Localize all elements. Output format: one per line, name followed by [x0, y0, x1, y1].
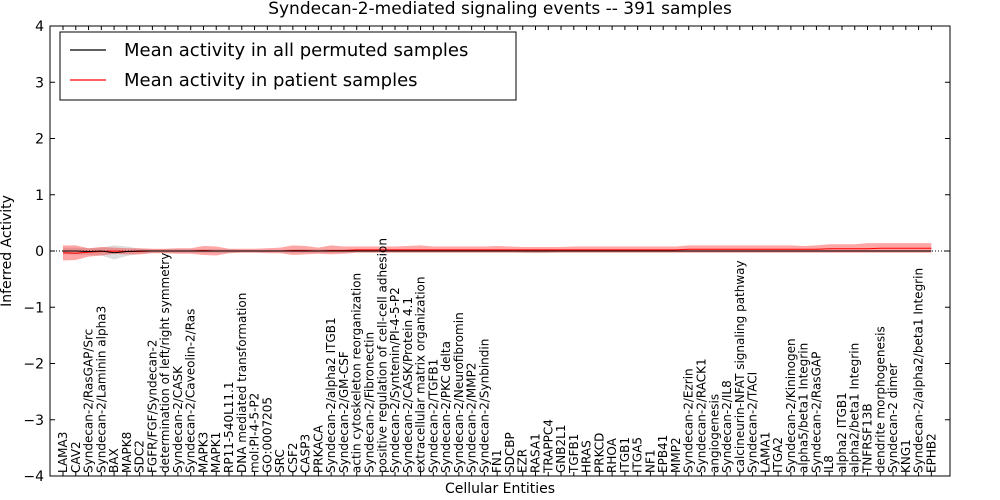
- x-category-label: SDC2: [133, 440, 147, 473]
- x-category-label: positive regulation of cell-cell adhesio…: [375, 238, 389, 473]
- x-category-label: PRKACA: [311, 424, 325, 473]
- x-category-label: CSF2: [286, 442, 300, 473]
- y-axis: 4 3 2 1 0 −1 −2 −3 −4: [23, 19, 950, 485]
- y-tick-label: 4: [35, 19, 44, 35]
- x-axis-label: Cellular Entities: [445, 481, 555, 497]
- y-tick-label: −4: [23, 469, 44, 485]
- x-category-label: Syndecan-2/Laminin alpha3: [94, 306, 108, 473]
- legend-box: [59, 31, 517, 101]
- legend-label-permuted: Mean activity in all permuted samples: [124, 40, 468, 61]
- x-category-label: angiogenesis: [707, 394, 721, 473]
- x-category-label: LAMA1: [758, 432, 772, 473]
- x-category-label: KNG1: [899, 439, 913, 473]
- x-category-label: Syndecan-2/PKC delta: [439, 341, 453, 473]
- x-category-label: Syndecan-2/Synbindin: [477, 339, 491, 473]
- x-category-label: RP11-540L11.1: [222, 382, 236, 473]
- x-category-label: extracellular matrix organization: [414, 277, 428, 474]
- x-category-label: BAX: [107, 448, 121, 473]
- x-category-label: Syndecan-2/CASK/Protein 4.1: [401, 297, 415, 473]
- x-axis: LAMA3CAV2Syndecan-2/RasGAP/SrcSyndecan-2…: [56, 26, 938, 476]
- x-category-label: Syndecan-2/TACI: [746, 372, 760, 473]
- x-category-label: Syndecan-2 dimer: [886, 363, 900, 473]
- y-tick-label: 0: [35, 244, 44, 260]
- x-category-label: Syndecan-2/Kininogen: [784, 338, 798, 473]
- x-category-label: PRKCD: [592, 433, 606, 473]
- x-category-label: NF1: [643, 449, 657, 473]
- x-category-label: EPHB2: [924, 433, 938, 473]
- x-category-label: Syndecan-2/alpha2 ITGB1: [324, 317, 338, 473]
- x-category-label: TNFRSF13B: [861, 403, 875, 474]
- y-tick-label: −1: [23, 300, 44, 316]
- x-category-label: alpha2 ITGB1: [835, 392, 849, 473]
- x-category-label: Syndecan-2/Caveolin-2/Ras: [184, 309, 198, 473]
- x-category-label: Syndecan-2/RasGAP: [809, 352, 823, 473]
- y-tick-label: 1: [35, 188, 44, 204]
- x-category-label: Syndecan-2/Syntenin/PI-4-5-P2: [388, 287, 402, 473]
- x-category-label: TGFB1: [567, 434, 581, 474]
- x-category-label: MAPK1: [209, 432, 223, 473]
- legend-label-patient: Mean activity in patient samples: [124, 70, 418, 91]
- x-category-label: Syndecan-2/RasGAP/Src: [82, 329, 96, 473]
- x-category-label: Syndecan-2/Neurofibromin: [452, 312, 466, 473]
- legend: Mean activity in all permuted samples Me…: [59, 31, 517, 101]
- x-category-label: CASP3: [299, 434, 313, 473]
- x-category-label: dendrite morphogenesis: [873, 326, 887, 473]
- x-category-label: MAPK8: [120, 432, 134, 473]
- y-tick-label: 3: [35, 75, 44, 91]
- x-category-label: Syndecan-2/IL8: [720, 380, 734, 473]
- x-category-label: alpha2/beta1 Integrin: [848, 343, 862, 473]
- x-category-label: SDCBP: [503, 432, 517, 473]
- x-category-label: actin cytoskeleton reorganization: [350, 273, 364, 473]
- x-category-label: FGFR/FGF/Syndecan-2: [145, 340, 159, 473]
- chart-title: Syndecan-2-mediated signaling events -- …: [268, 0, 732, 19]
- x-category-label: GNB2L1: [554, 425, 568, 473]
- x-category-label: calcineurin-NFAT signaling pathway: [733, 260, 747, 473]
- band-patient: [63, 243, 932, 261]
- x-category-label: alpha5/beta1 Integrin: [797, 343, 811, 473]
- x-category-label: Syndecan-2/MMP2: [465, 363, 479, 473]
- series-lines: [62, 247, 932, 254]
- x-category-label: Syndecan-2/GM-CSF: [337, 351, 351, 473]
- x-category-label: determination of left/right symmetry: [158, 253, 172, 473]
- x-category-label: FN1: [490, 449, 504, 473]
- x-category-label: MAPK3: [196, 432, 210, 473]
- x-category-label: Syndecan-2/alpha2/beta1 Integrin: [912, 268, 926, 473]
- x-category-label: DNA mediated transformation: [235, 293, 249, 473]
- x-category-label: ITGA5: [631, 437, 645, 473]
- y-axis-label: Inferred Activity: [0, 195, 15, 307]
- y-tick-label: −2: [23, 357, 44, 373]
- x-category-label: Syndecan-2/Ezrin: [682, 368, 696, 473]
- line-permuted: [63, 250, 932, 254]
- x-category-label: EPB41: [656, 435, 670, 473]
- x-category-label: CAV2: [69, 441, 83, 473]
- x-category-label: EZR: [516, 449, 530, 473]
- x-category-label: RASA1: [528, 433, 542, 473]
- x-category-label: MMP2: [669, 437, 683, 473]
- x-category-label: GO:0007205: [260, 397, 274, 473]
- x-category-label: Syndecan-2/Fibronectin: [362, 332, 376, 473]
- x-category-label: ITGA2: [771, 437, 785, 473]
- x-category-label: RHOA: [605, 437, 619, 473]
- x-category-label: Syndecan-2/TGFB1: [426, 359, 440, 473]
- x-category-label: SRC: [273, 449, 287, 473]
- x-category-label: ITGB1: [618, 437, 632, 473]
- x-category-label: IL8: [822, 455, 836, 473]
- x-category-label: Syndecan-2/CASK: [171, 365, 185, 473]
- y-tick-label: 2: [35, 132, 44, 148]
- confidence-bands: [63, 243, 932, 261]
- x-category-label: mol:PI-4-5-P2: [248, 393, 262, 473]
- x-category-label: Syndecan-2/RACK1: [695, 358, 709, 473]
- y-tick-label: −3: [23, 413, 44, 429]
- x-category-label: TRAPPC4: [541, 419, 555, 474]
- x-category-label: HRAS: [580, 440, 594, 473]
- x-category-label: LAMA3: [56, 432, 70, 473]
